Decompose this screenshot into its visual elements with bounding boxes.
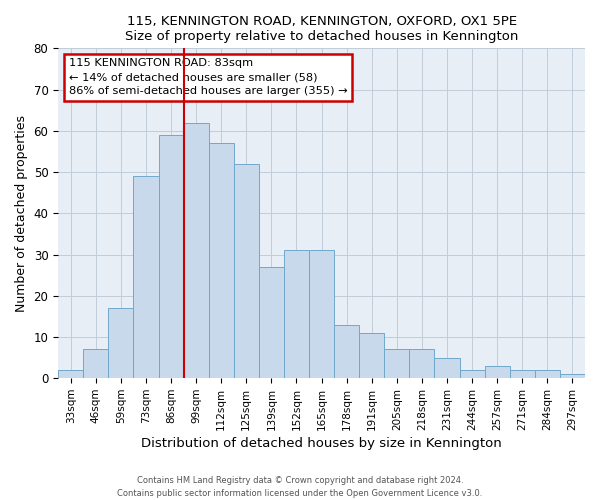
Text: 115 KENNINGTON ROAD: 83sqm
← 14% of detached houses are smaller (58)
86% of semi: 115 KENNINGTON ROAD: 83sqm ← 14% of deta… bbox=[68, 58, 347, 96]
Bar bbox=[284, 250, 309, 378]
Bar bbox=[535, 370, 560, 378]
Title: 115, KENNINGTON ROAD, KENNINGTON, OXFORD, OX1 5PE
Size of property relative to d: 115, KENNINGTON ROAD, KENNINGTON, OXFORD… bbox=[125, 15, 518, 43]
Bar bbox=[109, 308, 133, 378]
Bar bbox=[560, 374, 585, 378]
Bar bbox=[184, 122, 209, 378]
Bar bbox=[234, 164, 259, 378]
Bar bbox=[309, 250, 334, 378]
Y-axis label: Number of detached properties: Number of detached properties bbox=[15, 115, 28, 312]
Bar bbox=[158, 135, 184, 378]
Bar bbox=[83, 350, 109, 378]
Bar bbox=[209, 143, 234, 378]
Bar bbox=[334, 324, 359, 378]
Bar bbox=[133, 176, 158, 378]
Bar bbox=[259, 267, 284, 378]
Text: Contains HM Land Registry data © Crown copyright and database right 2024.
Contai: Contains HM Land Registry data © Crown c… bbox=[118, 476, 482, 498]
X-axis label: Distribution of detached houses by size in Kennington: Distribution of detached houses by size … bbox=[141, 437, 502, 450]
Bar bbox=[485, 366, 510, 378]
Bar bbox=[58, 370, 83, 378]
Bar bbox=[510, 370, 535, 378]
Bar bbox=[460, 370, 485, 378]
Bar bbox=[359, 333, 384, 378]
Bar bbox=[434, 358, 460, 378]
Bar bbox=[409, 350, 434, 378]
Bar bbox=[384, 350, 409, 378]
